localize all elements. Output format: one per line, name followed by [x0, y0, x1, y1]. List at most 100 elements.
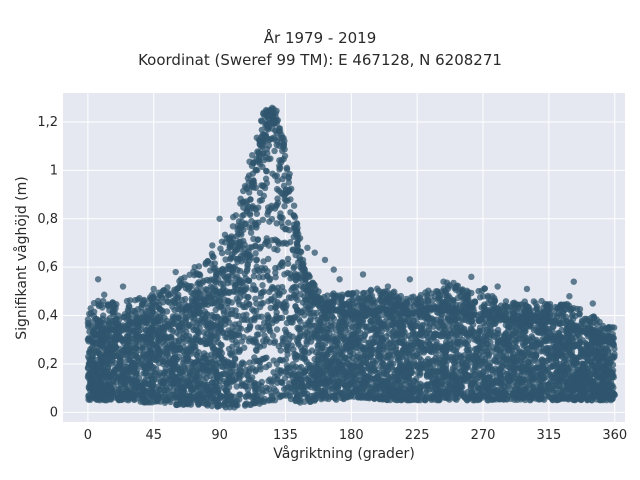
- data-point: [135, 328, 143, 335]
- data-point: [290, 378, 297, 386]
- data-point: [240, 251, 247, 258]
- data-point: [463, 346, 470, 353]
- data-point: [200, 353, 207, 360]
- data-point: [161, 335, 169, 343]
- data-point: [450, 328, 458, 335]
- data-point: [145, 350, 152, 358]
- data-point: [277, 214, 285, 221]
- data-point: [401, 390, 409, 398]
- data-point: [485, 353, 492, 360]
- data-point: [298, 376, 305, 383]
- data-point: [135, 358, 142, 365]
- data-point: [312, 396, 319, 403]
- data-point: [446, 317, 454, 324]
- data-point: [279, 175, 286, 183]
- data-point: [122, 363, 129, 371]
- data-point: [295, 364, 303, 372]
- data-point: [148, 356, 156, 364]
- y-tick-label: 0,2: [37, 357, 58, 372]
- data-point: [271, 147, 278, 155]
- data-point: [348, 379, 356, 387]
- data-point: [180, 344, 188, 351]
- x-tick-label: 90: [211, 428, 228, 443]
- data-point: [501, 343, 509, 350]
- data-point: [511, 339, 518, 347]
- data-point: [216, 347, 223, 354]
- data-point: [148, 386, 156, 394]
- data-point: [191, 359, 199, 367]
- x-tick-label: 360: [602, 428, 627, 443]
- data-point: [316, 318, 323, 325]
- data-point: [284, 260, 292, 267]
- data-point: [372, 388, 379, 395]
- data-point: [441, 358, 448, 366]
- data-point: [330, 393, 337, 400]
- data-point: [341, 336, 348, 343]
- data-point: [276, 291, 283, 299]
- data-point: [386, 392, 393, 400]
- data-point: [428, 392, 435, 400]
- y-tick-label: 0,8: [37, 212, 58, 227]
- data-point: [462, 369, 469, 377]
- data-point: [452, 395, 459, 402]
- data-point: [252, 286, 259, 293]
- data-point: [416, 371, 424, 379]
- data-point: [474, 396, 481, 404]
- data-point: [469, 321, 477, 328]
- data-points: [84, 104, 618, 411]
- data-point: [195, 349, 202, 356]
- data-point: [324, 363, 332, 370]
- data-point: [235, 371, 242, 378]
- data-point: [528, 375, 535, 382]
- data-point: [584, 352, 591, 359]
- data-point: [571, 362, 578, 369]
- data-point: [279, 357, 287, 364]
- data-point: [221, 289, 229, 297]
- data-point: [441, 323, 448, 330]
- data-point: [225, 298, 232, 305]
- data-point: [238, 382, 245, 389]
- data-point: [271, 245, 278, 253]
- data-point: [502, 355, 509, 362]
- data-point: [211, 314, 219, 321]
- data-point: [505, 333, 512, 340]
- data-point: [611, 391, 618, 398]
- data-point: [246, 365, 253, 373]
- data-point: [115, 354, 123, 361]
- data-point: [255, 331, 262, 338]
- data-point: [251, 354, 258, 361]
- data-point: [85, 396, 92, 403]
- data-point: [305, 376, 312, 384]
- data-point: [192, 339, 199, 346]
- data-point: [273, 326, 281, 333]
- data-point: [252, 250, 259, 257]
- data-point: [367, 376, 374, 384]
- data-point: [287, 389, 294, 396]
- data-point: [250, 307, 257, 315]
- data-point: [151, 398, 159, 405]
- data-point: [94, 364, 102, 372]
- data-point: [258, 196, 265, 204]
- data-point: [124, 337, 131, 344]
- data-point: [241, 402, 249, 409]
- data-point: [491, 329, 498, 336]
- data-point: [273, 220, 280, 227]
- data-point: [501, 384, 508, 391]
- data-point: [423, 331, 430, 339]
- data-point: [368, 320, 375, 327]
- data-point: [220, 309, 228, 317]
- data-point: [451, 359, 458, 367]
- data-point: [307, 310, 314, 317]
- data-point: [229, 336, 236, 343]
- data-point: [258, 182, 265, 189]
- data-point: [113, 336, 120, 343]
- data-point: [249, 393, 257, 400]
- data-point: [405, 362, 412, 369]
- data-point: [316, 378, 323, 386]
- data-point: [281, 326, 289, 333]
- data-point: [565, 368, 572, 375]
- data-point: [460, 364, 467, 371]
- data-point: [330, 333, 337, 340]
- data-point: [287, 275, 294, 282]
- data-point: [301, 391, 308, 398]
